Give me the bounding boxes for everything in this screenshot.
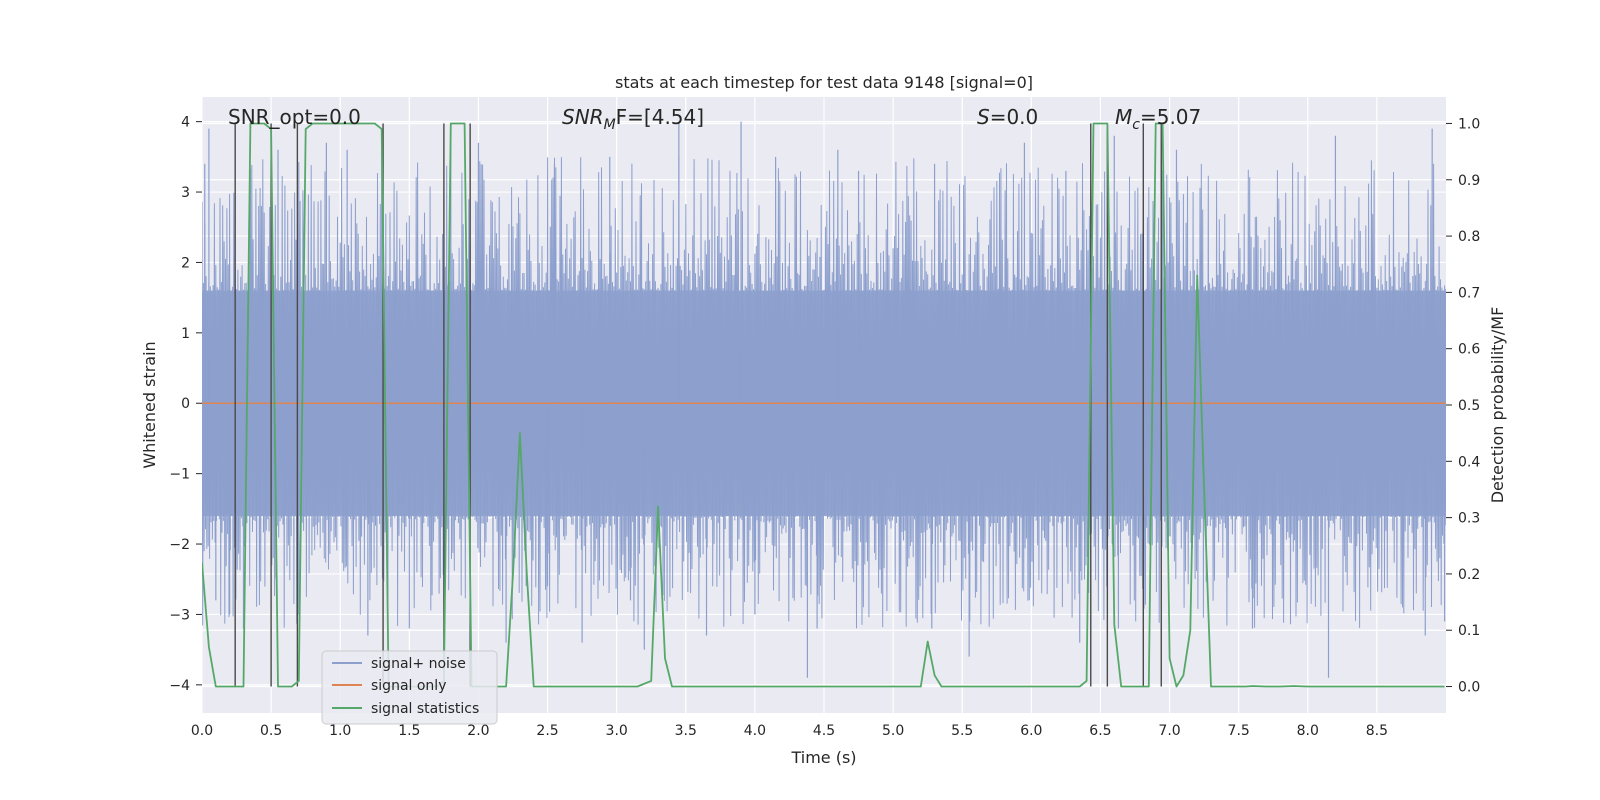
y-axis-label: Whitened strain: [140, 341, 159, 468]
x-tick-label: 6.5: [1089, 723, 1111, 739]
annotation-snr-mf-base: SNR: [562, 105, 604, 129]
y2-tick-label: 0.1: [1458, 623, 1480, 639]
y2-tick-label: 0.9: [1458, 173, 1480, 189]
annotation-s-italic: S: [977, 105, 990, 129]
legend-box: [321, 650, 498, 725]
annotation-s-rest: =0.0: [990, 105, 1039, 129]
y2-tick-label: 0.6: [1458, 342, 1480, 358]
y-tick-label: −1: [169, 467, 190, 483]
x-tick-label: 3.0: [606, 723, 628, 739]
x-tick-label: 1.0: [329, 723, 351, 739]
x-tick-label: 1.5: [398, 723, 420, 739]
annotation-snr-mf: SNRMF=[4.54]: [562, 105, 704, 133]
annotation-snr-mf-rest: F=[4.54]: [616, 105, 704, 129]
x-axis-label: Time (s): [790, 748, 856, 767]
y2-tick-label: 0.7: [1458, 285, 1480, 301]
x-tick-label: 2.0: [467, 723, 489, 739]
y2-axis-label: Detection probability/MF: [1488, 307, 1507, 504]
x-tick-label: 5.5: [951, 723, 973, 739]
x-tick-label: 6.0: [1020, 723, 1042, 739]
y2-tick-label: 1.0: [1458, 116, 1480, 132]
y2-tick-label: 0.5: [1458, 398, 1480, 414]
x-tick-label: 0.0: [191, 723, 213, 739]
x-tick-label: 7.0: [1158, 723, 1180, 739]
x-tick-label: 4.0: [744, 723, 766, 739]
annotation-mc-rest: =5.07: [1140, 105, 1201, 129]
y2-tick-label: 0.2: [1458, 567, 1480, 583]
x-tick-label: 5.0: [882, 723, 904, 739]
annotation-snr-opt: SNR_opt=0.0: [228, 105, 361, 129]
y-tick-label: 2: [181, 255, 190, 271]
y2-tick-label: 0.4: [1458, 454, 1480, 470]
y2-tick-label: 0.3: [1458, 511, 1480, 527]
y-tick-label: 0: [181, 396, 190, 412]
y-tick-label: 1: [181, 326, 190, 342]
x-tick-label: 0.5: [260, 723, 282, 739]
chart-title: stats at each timestep for test data 914…: [615, 73, 1033, 92]
y-tick-label: 3: [181, 185, 190, 201]
x-tick-label: 8.0: [1297, 723, 1319, 739]
legend: signal+ noise signal only signal statist…: [321, 650, 498, 725]
x-tick-label: 2.5: [536, 723, 558, 739]
y-tick-labels: 4 3 2 1 0 −1 −2 −3 −4: [169, 115, 190, 694]
y2-tick-label: 0.8: [1458, 229, 1480, 245]
vertical-markers: [234, 123, 1162, 687]
legend-label-signal-only: signal only: [371, 678, 446, 694]
x-tick-label: 4.5: [813, 723, 835, 739]
signal-statistics-line: [202, 122, 1445, 688]
annotation-mc: Mc=5.07: [1115, 105, 1201, 133]
y-tick-label: −3: [169, 607, 190, 623]
annotation-mc-sub: c: [1132, 117, 1140, 133]
x-tick-label: 7.5: [1228, 723, 1250, 739]
annotation-mc-base: M: [1115, 105, 1132, 129]
annotation-s: S=0.0: [977, 105, 1038, 129]
y-tick-label: 4: [181, 115, 190, 131]
annotation-snr-mf-sub: M: [604, 117, 616, 133]
noise-trace: [202, 156, 1446, 629]
legend-label-signal-statistics: signal statistics: [371, 701, 479, 717]
x-tick-labels: 0.0 0.5 1.0 1.5 2.0 2.5 3.0 3.5 4.0 4.5 5.0 5.5 6.0 6…: [191, 723, 1388, 739]
x-tick-label: 8.5: [1366, 723, 1388, 739]
series-signal-statistics: [202, 122, 1445, 688]
y2-tick-label: 0.0: [1458, 680, 1480, 696]
y2-tick-labels: 1.0 0.9 0.8 0.7 0.6 0.5 0.4 0.3 0.2 0.1 0.0: [1458, 116, 1480, 695]
y-tick-label: −4: [169, 678, 190, 694]
legend-label-signal-noise: signal+ noise: [371, 656, 466, 672]
y-tick-label: −2: [169, 537, 190, 553]
x-tick-label: 3.5: [675, 723, 697, 739]
